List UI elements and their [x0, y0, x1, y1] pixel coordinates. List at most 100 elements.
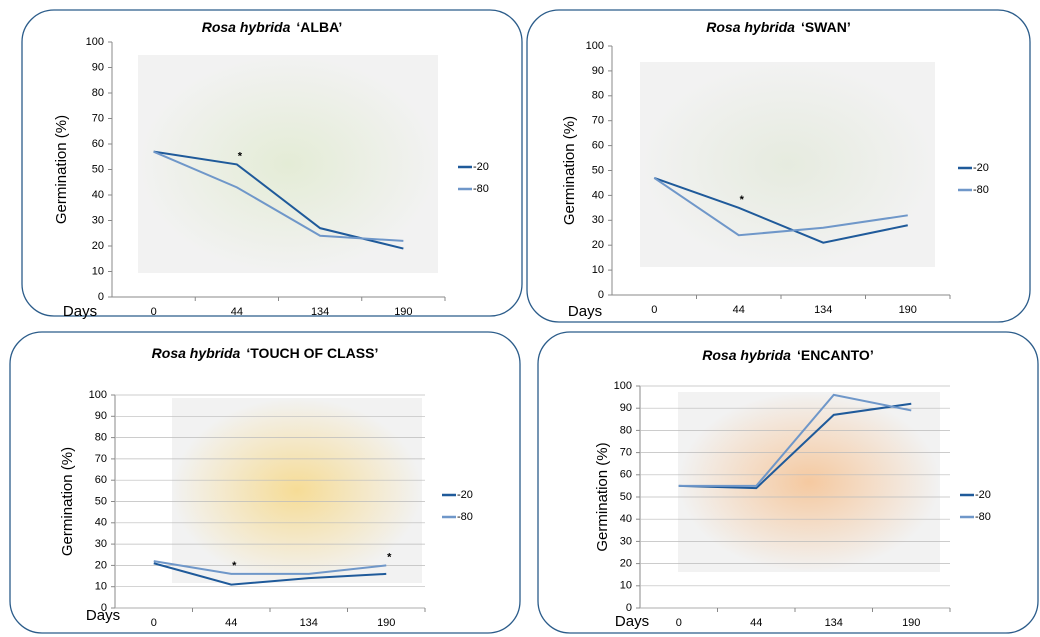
y-tick-label: 20: [592, 239, 604, 251]
chart-panel: Rosa hybrida ‘ENCANTO’ 0 10 20 30 40 50 60 70 80 90…: [537, 331, 1039, 634]
y-tick-label: 40: [95, 517, 107, 529]
y-tick-label: 10: [620, 580, 632, 592]
chart-title: Rosa hybrida ‘SWAN’: [706, 19, 850, 35]
series-line: [678, 393, 912, 487]
y-tick-label: 0: [98, 291, 104, 303]
y-tick-label: 40: [620, 513, 632, 525]
y-tick-label: 50: [92, 163, 104, 175]
series-line: [153, 560, 387, 575]
y-axis-title: Germination (%): [53, 115, 70, 224]
photo-background: [640, 62, 935, 267]
title-species: Rosa hybrida: [152, 345, 241, 361]
y-tick-label: 80: [620, 424, 632, 436]
y-tick-label: 0: [101, 602, 107, 614]
y-tick-label: 100: [586, 40, 604, 52]
y-tick-label: 50: [95, 495, 107, 507]
title-cultivar: ‘ALBA’: [296, 19, 342, 35]
x-axis-title: Days: [63, 303, 97, 320]
annotation: *: [238, 150, 243, 162]
y-tick-label: 0: [598, 289, 604, 301]
y-tick-label: 50: [592, 164, 604, 176]
y-tick-label: 70: [592, 115, 604, 127]
x-tick-label: 44: [733, 304, 745, 316]
annotation: *: [740, 194, 745, 206]
x-tick-label: 0: [151, 617, 157, 629]
x-tick-label: 44: [750, 617, 762, 629]
x-tick-label: 44: [225, 617, 237, 629]
y-tick-label: 50: [620, 491, 632, 503]
photo-background: [172, 398, 422, 583]
y-tick-label: 100: [86, 36, 104, 48]
series-line: [678, 402, 912, 490]
y-tick-label: 90: [95, 410, 107, 422]
legend-label: -80: [473, 183, 489, 195]
chart-title: Rosa hybrida ‘TOUCH OF CLASS’: [152, 345, 379, 361]
y-tick-label: 80: [92, 87, 104, 99]
y-tick-label: 30: [95, 538, 107, 550]
y-tick-label: 60: [592, 140, 604, 152]
x-tick-label: 190: [902, 617, 920, 629]
y-tick-label: 10: [92, 265, 104, 277]
x-axis-title: Days: [86, 607, 120, 624]
y-tick-label: 90: [592, 65, 604, 77]
photo-background: [138, 55, 438, 273]
chart-title: Rosa hybrida ‘ENCANTO’: [702, 347, 873, 363]
legend-label: -80: [973, 184, 989, 196]
y-tick-label: 30: [92, 214, 104, 226]
annotation: *: [387, 551, 392, 563]
y-tick-label: 70: [620, 447, 632, 459]
legend-label: -80: [457, 511, 473, 523]
y-tick-label: 90: [620, 402, 632, 414]
y-tick-label: 30: [620, 535, 632, 547]
title-cultivar: ‘TOUCH OF CLASS’: [246, 345, 378, 361]
y-tick-label: 30: [592, 214, 604, 226]
title-cultivar: ‘SWAN’: [801, 19, 851, 35]
x-tick-label: 0: [676, 617, 682, 629]
title-species: Rosa hybrida: [702, 347, 791, 363]
y-tick-label: 20: [95, 559, 107, 571]
x-axis-title: Days: [568, 303, 602, 320]
title-species: Rosa hybrida: [706, 19, 795, 35]
chart-panel: Rosa hybrida ‘ALBA’ 0 10 20 30 40 50 60 70 80 90 100…: [21, 9, 523, 320]
y-tick-label: 40: [92, 189, 104, 201]
y-tick-label: 0: [626, 602, 632, 614]
x-tick-label: 134: [311, 306, 329, 318]
x-tick-label: 190: [394, 306, 412, 318]
series-line: [153, 150, 404, 242]
y-tick-label: 70: [95, 453, 107, 465]
y-tick-label: 70: [92, 112, 104, 124]
y-tick-label: 100: [614, 380, 632, 392]
y-axis-title: Germination (%): [594, 442, 611, 551]
y-tick-label: 90: [92, 61, 104, 73]
legend-label: -20: [473, 161, 489, 173]
series-line: [153, 562, 387, 586]
y-tick-label: 40: [592, 189, 604, 201]
chart-panel: Rosa hybrida ‘SWAN’ 0 10 20 30 40 50 60 70 80 90 100…: [526, 9, 1031, 323]
x-tick-label: 44: [231, 306, 243, 318]
panel-border: [9, 331, 521, 634]
x-tick-label: 190: [899, 304, 917, 316]
y-tick-label: 60: [92, 138, 104, 150]
x-tick-label: 0: [151, 306, 157, 318]
chart-title: Rosa hybrida ‘ALBA’: [202, 19, 343, 35]
x-tick-label: 134: [300, 617, 318, 629]
photo-background: [678, 392, 940, 572]
x-tick-label: 134: [825, 617, 843, 629]
series-line: [653, 177, 908, 237]
legend-label: -20: [457, 489, 473, 501]
panel-border: [21, 9, 523, 317]
y-tick-label: 80: [95, 432, 107, 444]
y-axis-title: Germination (%): [561, 116, 578, 225]
y-tick-label: 100: [89, 389, 107, 401]
legend-label: -20: [973, 162, 989, 174]
y-axis-title: Germination (%): [59, 447, 76, 556]
x-tick-label: 0: [651, 304, 657, 316]
annotation: *: [232, 560, 237, 572]
title-species: Rosa hybrida: [202, 19, 291, 35]
y-tick-label: 10: [592, 264, 604, 276]
x-axis-title: Days: [615, 613, 649, 630]
x-tick-label: 190: [377, 617, 395, 629]
y-tick-label: 20: [92, 240, 104, 252]
y-tick-label: 80: [592, 90, 604, 102]
panel-border: [537, 331, 1039, 634]
